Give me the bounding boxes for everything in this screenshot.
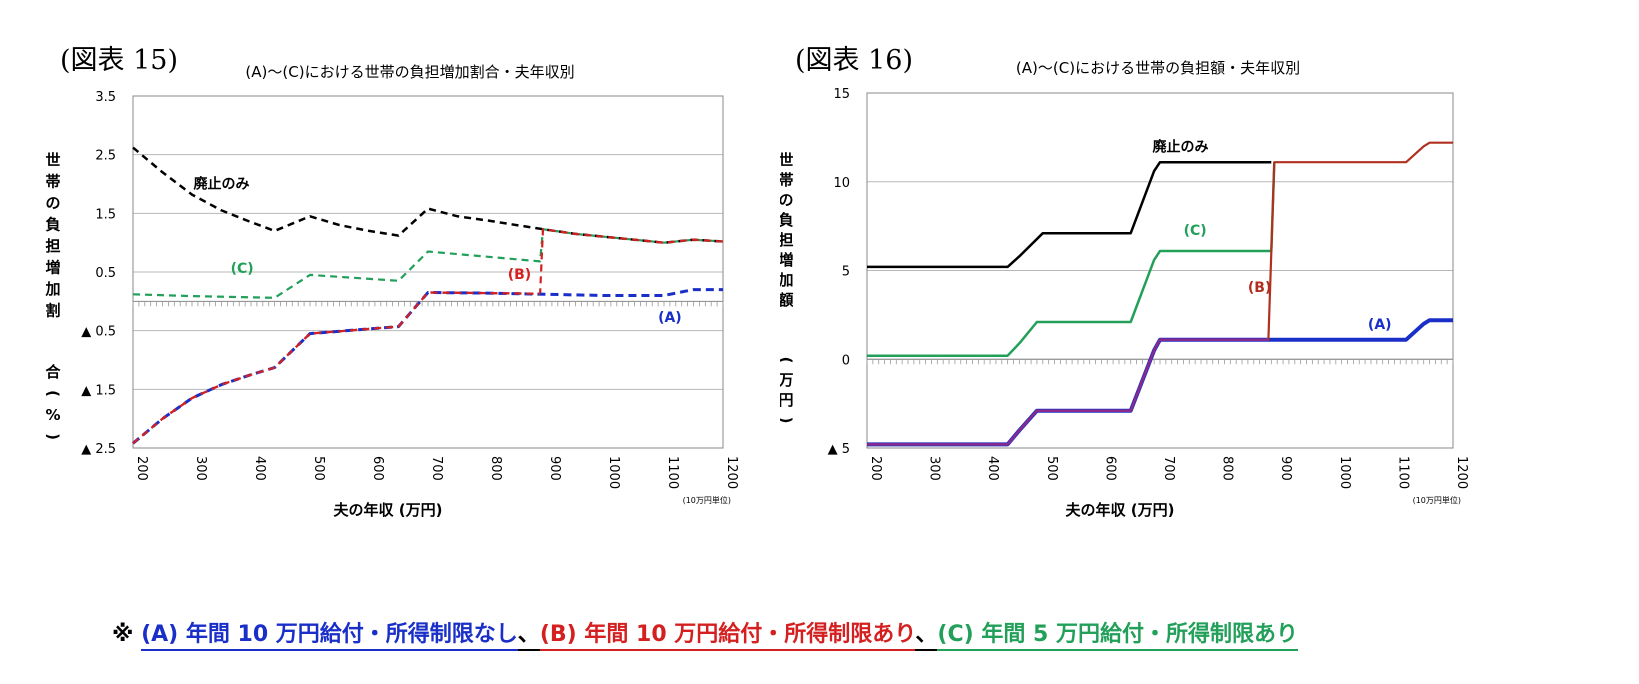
- series-label: (C): [1184, 223, 1207, 239]
- y-axis-label-char: 円: [780, 391, 794, 409]
- x-tick-label: 1200: [724, 456, 739, 489]
- y-axis-label-char: 負: [45, 216, 60, 234]
- y-axis-label-char: 加: [780, 271, 794, 289]
- x-tick-label: 1000: [1337, 456, 1352, 489]
- series-line: [867, 160, 1272, 269]
- plot-frame: [866, 92, 1454, 449]
- chart-burden-amount: (A)～(C)における世帯の負担額・夫年収別 15 10 5 0 ▲ 5 200 300 400…: [780, 59, 1469, 519]
- chart-title: (A)～(C)における世帯の負担額・夫年収別: [1016, 59, 1300, 77]
- series-line: [132, 291, 541, 445]
- series-line: [132, 228, 724, 445]
- y-axis-label-char: の: [45, 194, 60, 212]
- y-tick-label: ▲ 5: [828, 442, 850, 457]
- chart-title: (A)～(C)における世帯の負担増加割合・夫年収別: [245, 63, 574, 81]
- series-line: [132, 146, 724, 244]
- y-tick-label: 0: [842, 353, 850, 368]
- x-tick-label: 1000: [606, 456, 621, 489]
- y-tick-label: 1.5: [95, 207, 116, 222]
- series-line: [132, 228, 724, 299]
- y-axis-label-char: (: [780, 357, 795, 364]
- y-axis-label-char: 増: [780, 251, 794, 269]
- x-tick-label: 1100: [665, 456, 680, 489]
- x-unit-note: (10万円単位): [683, 495, 731, 505]
- y-axis-label-char: ): [780, 417, 795, 424]
- figure-label-15: (図表 15): [60, 45, 179, 76]
- y-axis-label-char: の: [780, 191, 794, 209]
- series-line: [132, 288, 723, 445]
- footnote-sep2: 、: [915, 622, 938, 651]
- y-axis-label-char: 担: [780, 231, 794, 249]
- y-tick-label: 3.5: [95, 90, 116, 105]
- x-tick-label: 300: [927, 456, 942, 481]
- plot-frame: [132, 95, 724, 449]
- series-label: 廃止のみ: [1153, 139, 1209, 156]
- y-axis-label-char: %: [45, 406, 60, 424]
- x-tick-label: 1200: [1454, 456, 1469, 489]
- x-tick-label: 600: [370, 456, 385, 481]
- y-tick-label: 5: [842, 265, 850, 280]
- x-tick-label: 700: [429, 456, 444, 481]
- series-line: [867, 162, 1276, 357]
- series-label: 廃止のみ: [194, 176, 250, 193]
- x-tick-label: 1100: [1395, 456, 1410, 489]
- series-label: (C): [231, 261, 254, 277]
- y-axis-label-char: 万: [780, 371, 794, 389]
- x-axis-label: 夫の年収 (万円): [1066, 501, 1175, 519]
- footnote: ※ (A) 年間 10 万円給付・所得制限なし、(B) 年間 10 万円給付・所…: [112, 616, 1298, 651]
- y-tick-label: 2.5: [95, 149, 116, 164]
- series-label: (B): [1248, 280, 1271, 296]
- footnote-c: (C) 年間 5 万円給付・所得制限あり: [937, 622, 1298, 651]
- x-tick-label: 200: [868, 456, 883, 481]
- x-tick-label: 700: [1161, 456, 1176, 481]
- y-axis-label-char: 割: [45, 302, 60, 320]
- x-axis-label: 夫の年収 (万円): [334, 501, 443, 519]
- footnote-b: (B) 年間 10 万円給付・所得制限あり: [539, 622, 916, 651]
- y-tick-label: 10: [833, 176, 850, 191]
- y-axis-label-char: 世: [45, 151, 60, 169]
- series-line: [867, 338, 1269, 446]
- y-axis-label-char: 帯: [780, 171, 794, 189]
- series-label: (B): [508, 267, 531, 283]
- footnote-mark: ※: [112, 622, 134, 647]
- x-tick-label: 900: [1278, 456, 1293, 481]
- x-tick-label: 500: [1044, 456, 1059, 481]
- x-tick-label: 400: [985, 456, 1000, 481]
- y-axis-label-char: 帯: [45, 173, 60, 191]
- footnote-sep1: 、: [517, 622, 540, 651]
- series-label: (A): [1368, 317, 1392, 333]
- y-axis-label-char: ): [44, 433, 62, 440]
- series-label: (A): [658, 310, 682, 326]
- x-tick-label: 600: [1102, 456, 1117, 481]
- y-axis-label-char: (: [44, 390, 62, 397]
- y-tick-label: ▲ 0.5: [81, 325, 116, 340]
- y-axis-label-char: 担: [45, 237, 60, 255]
- y-tick-label: 0.5: [95, 266, 116, 281]
- y-tick-label: ▲ 2.5: [81, 442, 116, 457]
- y-axis-label-char: 負: [780, 211, 794, 229]
- series-line: [1153, 141, 1453, 351]
- y-tick-label: ▲ 1.5: [81, 383, 116, 398]
- footnote-a: (A) 年間 10 万円給付・所得制限なし: [141, 622, 518, 651]
- x-tick-label: 200: [134, 456, 149, 481]
- y-axis-label-char: 加: [44, 280, 60, 298]
- x-tick-label: 800: [488, 456, 503, 481]
- y-axis-label-char: 額: [780, 291, 794, 309]
- figure-label-16: (図表 16): [795, 45, 914, 76]
- x-tick-label: 800: [1220, 456, 1235, 481]
- y-axis-label-char: 増: [45, 259, 60, 277]
- y-axis-label-char: 世: [780, 151, 794, 169]
- y-tick-label: 15: [833, 87, 850, 102]
- x-tick-label: 300: [193, 456, 208, 481]
- y-axis-label-char: 合: [44, 363, 61, 381]
- x-unit-note: (10万円単位): [1413, 495, 1461, 505]
- chart-burden-ratio: (A)～(C)における世帯の負担増加割合・夫年収別 3.5 2.5 1.5 0.5 ▲ 0…: [44, 63, 739, 519]
- x-tick-label: 500: [311, 456, 326, 481]
- x-tick-label: 900: [547, 456, 562, 481]
- x-tick-label: 400: [252, 456, 267, 481]
